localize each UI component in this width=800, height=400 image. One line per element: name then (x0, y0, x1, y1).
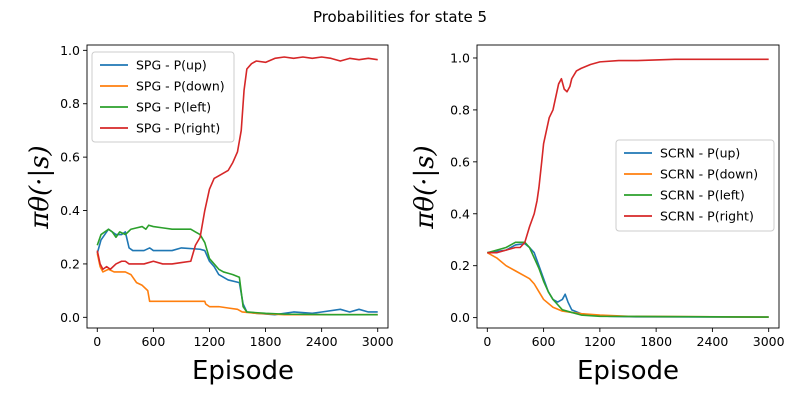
figure-title: Probabilities for state 5 (313, 8, 487, 26)
series-line-4 (487, 58, 769, 254)
axes-frame (476, 44, 780, 329)
legend-label: SCRN - P(up) (660, 146, 740, 161)
x-tick-label: 2400 (697, 334, 729, 349)
series-line-3 (487, 241, 769, 318)
legend-label: SCRN - P(left) (660, 188, 745, 203)
chart-right: 0 600 1200 1800 2400 3000 0.0 0.2 0.4 0.6 0.8 1.0 SC… (410, 44, 785, 386)
series-line-3 (96, 224, 378, 316)
y-tick-label: 1.0 (450, 50, 470, 65)
plot-area-right: 0 600 1200 1800 2400 3000 0.0 0.2 0.4 0.6 0.8 1.0 SC… (450, 44, 785, 349)
x-tick-label: 1800 (640, 334, 672, 349)
axes-frame (86, 44, 389, 329)
series-line-2 (96, 253, 378, 316)
plot-area-left: 0 600 1200 1800 2400 3000 0.0 0.2 0.4 0.6 0.8 1.0 SP… (60, 43, 394, 349)
y-tick-label: 0.0 (450, 310, 470, 325)
x-axis-label-right: Episode (577, 356, 679, 386)
legend-label: SPG - P(left) (136, 100, 211, 115)
y-tick-label: 1.0 (60, 43, 80, 58)
x-tick-label: 3000 (753, 334, 785, 349)
y-tick-label: 0.4 (60, 203, 80, 218)
y-tick-label: 0.0 (60, 310, 80, 325)
x-axis-label-left: Episode (192, 356, 294, 386)
y-axis-label-left: πθ(·|s) (25, 145, 55, 229)
y-tick-label: 0.2 (60, 256, 80, 271)
x-tick-label: 1200 (584, 334, 616, 349)
y-tick-label: 0.8 (450, 102, 470, 117)
legend-label: SPG - P(right) (136, 121, 220, 136)
x-tick-label: 1800 (250, 334, 282, 349)
x-tick-label: 600 (532, 334, 556, 349)
x-tick-label: 0 (93, 334, 101, 349)
legend-label: SCRN - P(right) (660, 209, 754, 224)
y-tick-label: 0.2 (450, 258, 470, 273)
x-tick-label: 2400 (306, 334, 338, 349)
legend-label: SPG - P(up) (136, 58, 207, 73)
y-tick-label: 0.8 (60, 96, 80, 111)
y-tick-label: 0.4 (450, 206, 470, 221)
x-tick-label: 3000 (362, 334, 394, 349)
x-tick-label: 0 (483, 334, 491, 349)
series-line-1 (487, 242, 769, 318)
series-line-4 (96, 56, 378, 271)
series-line-2 (486, 252, 769, 318)
legend-label: SPG - P(down) (136, 79, 225, 94)
legend (91, 51, 235, 143)
x-tick-label: 600 (141, 334, 165, 349)
y-tick-label: 0.6 (60, 150, 80, 165)
chart-left: 0 600 1200 1800 2400 3000 0.0 0.2 0.4 0.6 0.8 1.0 SP… (25, 43, 394, 386)
y-axis-label-right: πθ(·|s) (410, 145, 440, 229)
legend-label: SCRN - P(down) (660, 167, 758, 182)
x-tick-label: 1200 (194, 334, 226, 349)
series-line-1 (96, 228, 378, 316)
legend (615, 139, 775, 232)
y-tick-label: 0.6 (450, 154, 470, 169)
